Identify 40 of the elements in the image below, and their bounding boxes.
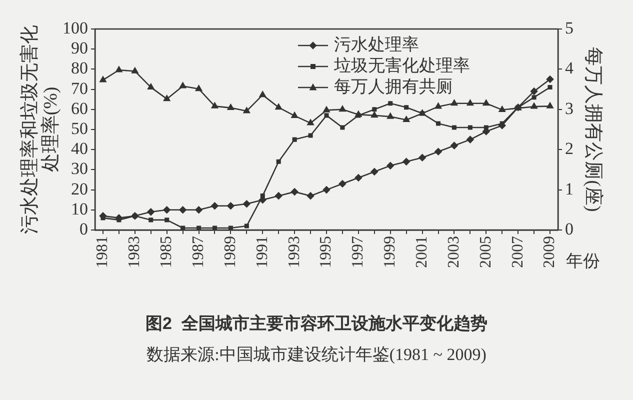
- y-tick-label: 20: [71, 179, 88, 198]
- x-tick-label: 2009: [541, 236, 558, 268]
- y2-tick-label: 0: [565, 219, 574, 238]
- y2-axis-title: 每万人拥有公厕(座): [582, 47, 605, 212]
- x-tick-label: 1987: [190, 236, 207, 268]
- y-tick-label: 60: [71, 98, 88, 118]
- source-note: 数据来源:中国城市建设统计年鉴(1981 ~ 2009): [146, 344, 488, 366]
- x-tick-label: 1989: [222, 236, 239, 268]
- x-tick-label: 2005: [477, 236, 494, 268]
- y-tick-label: 80: [71, 58, 88, 78]
- text: 图2 全国城市主要市容环卫设施水平变化趋势: [144, 313, 488, 335]
- y2-tick-label: 5: [565, 18, 574, 38]
- y-tick-label: 70: [71, 78, 88, 98]
- x-tick-label: 2007: [509, 236, 526, 268]
- x-tick-label: 1983: [126, 236, 144, 268]
- x-tick-label: 1985: [158, 236, 176, 268]
- x-tick-label: 1995: [318, 236, 335, 268]
- x-tick-label: 2003: [445, 236, 462, 268]
- y-axis-title: 污水处理率和垃圾无害化处理率(%): [18, 25, 62, 234]
- legend-label: 每万人拥有共厕: [334, 76, 453, 96]
- x-tick-label: 1997: [350, 236, 367, 268]
- y2-tick-label: 3: [565, 98, 574, 118]
- y2-tick-label: 2: [565, 139, 574, 158]
- y2-tick-label: 1: [565, 179, 574, 198]
- y-tick-label: 10: [71, 199, 88, 218]
- legend-label: 污水处理率: [334, 34, 419, 54]
- y-tick-label: 0: [80, 219, 88, 238]
- y-tick-label: 90: [71, 38, 88, 58]
- y2-tick-label: 4: [565, 58, 574, 78]
- x-tick-label: 1999: [382, 236, 399, 268]
- y-tick-label: 50: [71, 118, 88, 138]
- legend-label: 垃圾无害化处理率: [333, 56, 470, 75]
- y-tick-label: 100: [62, 18, 88, 38]
- x-tick-label: 1981: [94, 236, 112, 268]
- x-tick-label: 1991: [254, 236, 271, 268]
- y-tick-label: 40: [71, 139, 88, 158]
- x-axis-title: 年份: [566, 251, 600, 270]
- x-tick-label: 1993: [286, 236, 303, 268]
- y-tick-label: 30: [71, 159, 88, 178]
- x-tick-label: 2001: [413, 236, 430, 268]
